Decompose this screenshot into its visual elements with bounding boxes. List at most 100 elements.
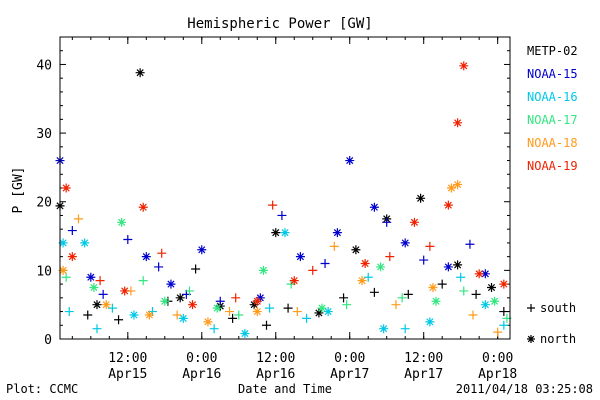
data-point-south — [157, 248, 167, 258]
data-point-north — [317, 303, 327, 313]
data-point-south — [64, 307, 74, 317]
series-legend: METP-02 NOAA-15 NOAA-16 NOAA-17 NOAA-18 NOAA-… — [527, 44, 578, 173]
data-point-south — [425, 241, 435, 251]
data-point-north — [289, 276, 299, 286]
data-point-north — [480, 269, 490, 279]
data-point-south — [437, 279, 447, 289]
data-point-south — [138, 276, 148, 286]
data-point-south — [465, 239, 475, 249]
data-point-north — [446, 183, 456, 193]
x-tick-date-label: Apr15 — [108, 367, 147, 382]
data-point-south — [172, 310, 182, 320]
data-point-north — [89, 283, 99, 293]
data-point-north — [400, 238, 410, 248]
data-point-north — [249, 300, 259, 310]
data-point-north — [240, 329, 250, 339]
data-point-south — [456, 272, 466, 282]
data-point-north — [271, 228, 281, 238]
legend-entry-metp-02: METP-02 — [527, 44, 578, 58]
x-tick-time-label: 0:00 — [482, 351, 513, 366]
data-point-north — [58, 238, 68, 248]
legend-entry-noaa-18: NOAA-18 — [527, 136, 578, 150]
data-point-north — [314, 308, 324, 318]
data-point-south — [385, 252, 395, 262]
data-point-north — [203, 317, 213, 327]
data-point-north — [160, 296, 170, 306]
data-point-north — [61, 183, 71, 193]
data-point-north — [86, 272, 96, 282]
y-axis-label: P [GW] — [11, 167, 26, 214]
data-point-north — [323, 307, 333, 317]
x-tick-time-label: 0:00 — [186, 351, 217, 366]
data-point-south — [265, 303, 275, 313]
x-tick-time-label: 12:00 — [256, 351, 295, 366]
x-tick-date-label: Apr17 — [404, 367, 443, 382]
data-point-north — [166, 279, 176, 289]
y-tick-label: 0 — [44, 333, 52, 348]
data-point-south — [277, 210, 287, 220]
data-point-south — [382, 217, 392, 227]
data-point-north — [332, 228, 342, 238]
data-point-south — [499, 307, 509, 317]
data-point-south — [499, 320, 509, 330]
data-point-south — [302, 313, 312, 323]
data-point-north — [212, 303, 222, 313]
x-tick-date-label: Apr17 — [330, 367, 369, 382]
data-point-north — [499, 279, 509, 289]
data-point-south — [107, 303, 117, 313]
series-noaa-15 — [55, 156, 490, 306]
data-point-north — [295, 252, 305, 262]
data-point-south — [329, 241, 339, 251]
data-point-south — [215, 296, 225, 306]
footer-credit: Plot: CCMC — [6, 382, 78, 396]
legend-entry-noaa-17: NOAA-17 — [527, 113, 578, 127]
data-point-north — [188, 300, 198, 310]
data-point-north — [141, 252, 151, 262]
x-tick-date-label: Apr18 — [478, 367, 517, 382]
data-point-north — [416, 193, 426, 203]
data-point-north — [409, 217, 419, 227]
data-point-north — [379, 324, 389, 334]
data-point-north — [474, 269, 484, 279]
data-point-north — [425, 317, 435, 327]
data-point-south — [403, 289, 413, 299]
x-tick-time-label: 12:00 — [108, 351, 147, 366]
data-points — [55, 61, 512, 339]
data-point-north — [351, 245, 361, 255]
data-point-south — [123, 234, 133, 244]
data-point-north — [357, 276, 367, 286]
data-point-north — [443, 262, 453, 272]
x-tick-time-label: 0:00 — [334, 351, 365, 366]
x-tick-time-label: 12:00 — [404, 351, 443, 366]
data-point-south — [308, 265, 318, 275]
data-point-south — [268, 200, 278, 210]
symbol-legend-label-south: south — [540, 301, 576, 315]
data-point-south — [225, 307, 235, 317]
series-noaa-16 — [58, 228, 509, 339]
series-metp-02 — [55, 68, 509, 330]
data-point-north — [280, 228, 290, 238]
y-tick-label: 40 — [36, 58, 52, 73]
series-noaa-18 — [58, 180, 503, 337]
data-point-south — [98, 289, 108, 299]
data-point-south — [292, 307, 302, 317]
data-point-north — [252, 296, 262, 306]
data-point-south — [283, 303, 293, 313]
symbol-legend: south north — [527, 301, 576, 346]
symbol-legend-label-north: north — [540, 332, 576, 346]
data-point-north — [117, 217, 127, 227]
data-point-north — [67, 252, 77, 262]
data-point-north — [453, 260, 463, 270]
chart-title: Hemispheric Power [GW] — [187, 16, 372, 32]
data-point-south — [95, 276, 105, 286]
data-point-north — [453, 118, 463, 128]
data-point-north — [197, 245, 207, 255]
data-point-south — [363, 272, 373, 282]
data-point-south — [114, 315, 124, 325]
data-point-south — [191, 264, 201, 274]
x-axis-ticks: 12:00Apr150:00Apr1612:00Apr160:00Apr1712… — [71, 37, 517, 382]
data-point-south — [320, 259, 330, 268]
data-point-south — [459, 286, 469, 296]
data-point-south — [92, 324, 102, 334]
